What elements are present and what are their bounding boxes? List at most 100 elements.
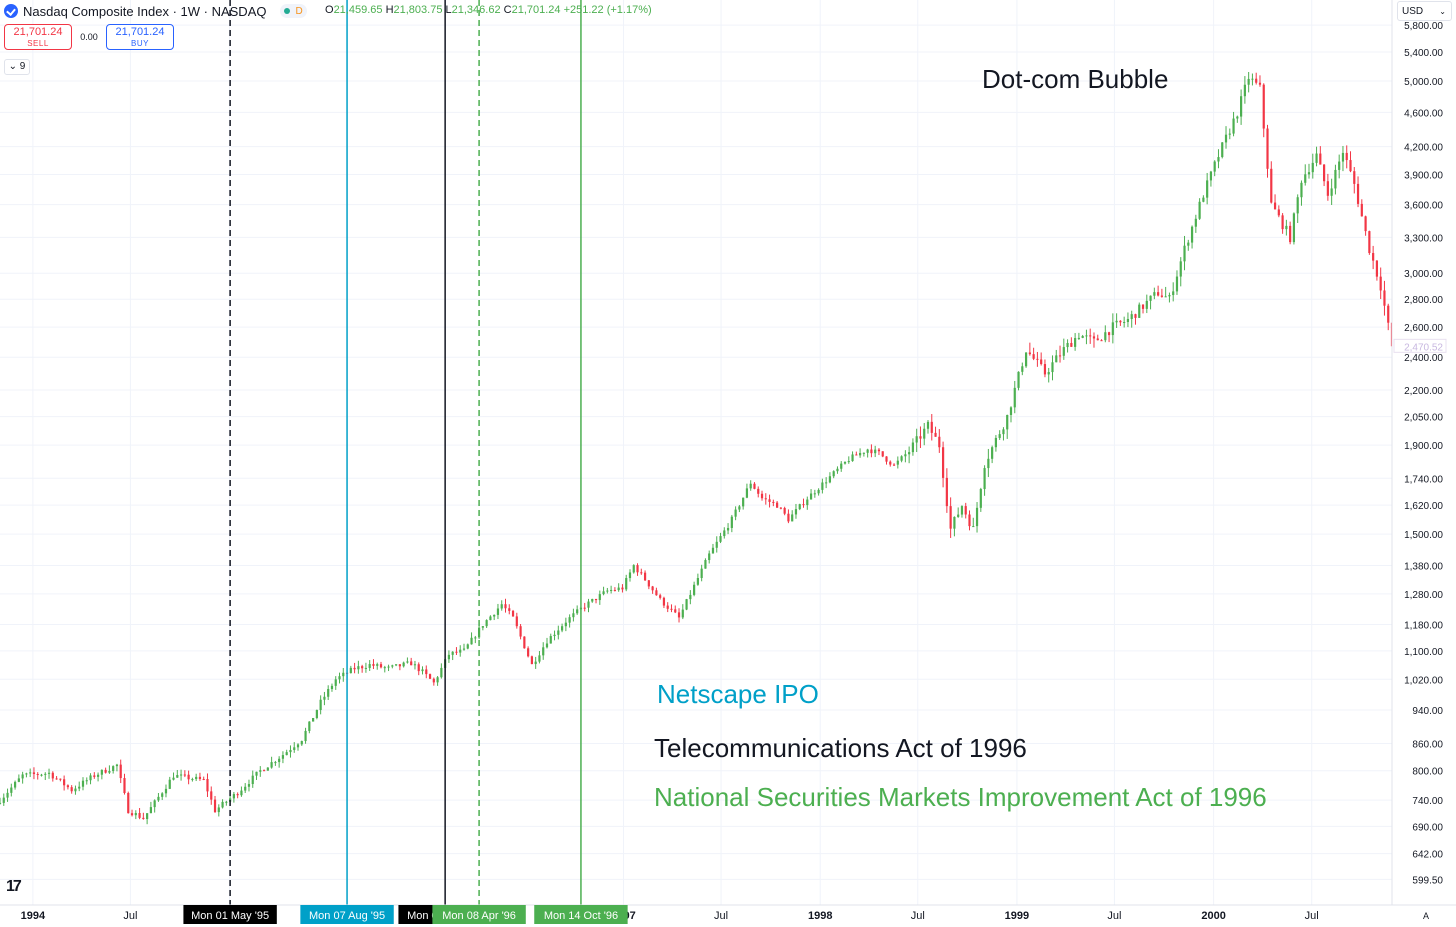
candle-body (1100, 340, 1103, 342)
candle-body (1202, 197, 1205, 202)
x-tick-label: Jul (714, 910, 728, 922)
candle-body (315, 710, 318, 718)
candle-body (689, 594, 692, 600)
candle-body (1115, 320, 1118, 323)
candle-body (285, 752, 288, 756)
candle-body (1134, 314, 1137, 318)
candle-body (368, 664, 371, 668)
candle-body (500, 604, 503, 609)
candle-body (542, 647, 545, 656)
candle-body (1051, 362, 1054, 373)
candle-body (972, 526, 975, 528)
tradingview-logo-icon[interactable]: 17 (6, 878, 22, 895)
y-tick-label: 3,600.00 (1404, 201, 1443, 212)
candle-body (81, 780, 85, 787)
candle-body (1240, 96, 1243, 117)
candle-body (519, 626, 522, 637)
market-status-badge[interactable]: D (280, 4, 307, 18)
candle-body (1209, 171, 1213, 181)
candle-body (1228, 133, 1231, 135)
candle-body (745, 488, 749, 498)
candle-body (734, 509, 737, 517)
candle-body (493, 614, 496, 617)
candle-body (1311, 162, 1314, 173)
candle-body (293, 747, 296, 750)
currency-select[interactable]: USD ⌄ (1397, 1, 1452, 21)
candle-body (1028, 352, 1031, 355)
candle-body (262, 770, 266, 772)
candle-body (1292, 213, 1296, 243)
candle-body (1206, 180, 1209, 198)
y-tick-label: 2,200.00 (1404, 386, 1443, 397)
candle-body (832, 471, 835, 477)
candle-body (198, 776, 202, 779)
candle-body (647, 580, 650, 587)
candle-body (904, 454, 907, 457)
candle-body (843, 461, 847, 464)
candle-body (115, 764, 119, 767)
candle-body (949, 506, 952, 529)
y-tick-label: 740.00 (1412, 796, 1443, 807)
nasdaq-logo-icon (4, 4, 18, 18)
sell-button[interactable]: 21,701.24 SELL (4, 24, 72, 50)
candle-body (1194, 218, 1197, 227)
candle-body (93, 775, 96, 777)
x-tick-label: 2000 (1201, 910, 1225, 922)
candle-body (693, 584, 696, 595)
candle-body (659, 595, 662, 598)
candle-body (1104, 332, 1107, 341)
candle-body (391, 665, 394, 667)
indicators-toggle-button[interactable]: ⌄ 9 (4, 59, 30, 75)
candle-body (149, 807, 152, 814)
candle-body (112, 766, 115, 771)
candle-body (179, 774, 183, 776)
candle-body (1130, 314, 1133, 319)
candle-body (704, 560, 707, 569)
candle-body (146, 813, 149, 820)
y-tick-label: 1,900.00 (1404, 441, 1443, 452)
candle-body (10, 787, 13, 793)
candle-body (858, 452, 862, 456)
candle-body (681, 609, 684, 618)
candle-body (1289, 225, 1292, 243)
symbol-title[interactable]: Nasdaq Composite Index · 1W · NASDAQ (23, 3, 267, 19)
candle-body (1096, 338, 1099, 341)
candle-body (187, 774, 190, 780)
candle-body (719, 536, 722, 542)
autoscale-button[interactable]: A (1422, 911, 1429, 921)
candle-body (1002, 429, 1005, 435)
y-tick-label: 1,100.00 (1404, 647, 1443, 658)
y-tick-label: 1,740.00 (1404, 474, 1443, 485)
candle-body (1375, 260, 1379, 277)
candle-body (1036, 358, 1039, 360)
y-tick-label: 5,800.00 (1404, 21, 1443, 32)
candle-body (251, 775, 254, 785)
candle-body (1190, 226, 1194, 243)
candle-body (161, 793, 164, 797)
buy-button[interactable]: 21,701.24 BUY (106, 24, 174, 50)
candle-body (874, 449, 877, 454)
candle-body (896, 460, 899, 465)
price-axis-bg (1392, 0, 1456, 927)
candle-body (787, 513, 790, 522)
candle-body (628, 572, 632, 579)
candle-body (1349, 160, 1352, 172)
candle-body (255, 771, 258, 776)
candle-body (885, 456, 888, 462)
candle-body (1221, 142, 1224, 158)
candle-body (1032, 354, 1035, 359)
candle-body (63, 779, 66, 786)
candle-body (74, 788, 77, 792)
candle-body (930, 421, 933, 433)
candle-body (889, 461, 892, 465)
candle-body (1326, 181, 1329, 196)
x-tick-label: 1994 (21, 910, 46, 922)
y-tick-label: 1,280.00 (1404, 590, 1443, 601)
candle-body (1111, 322, 1114, 336)
candle-body (300, 741, 303, 745)
candle-body (794, 509, 798, 515)
candle-body (560, 626, 564, 631)
candle-body (417, 664, 420, 672)
candle-body (259, 770, 262, 772)
